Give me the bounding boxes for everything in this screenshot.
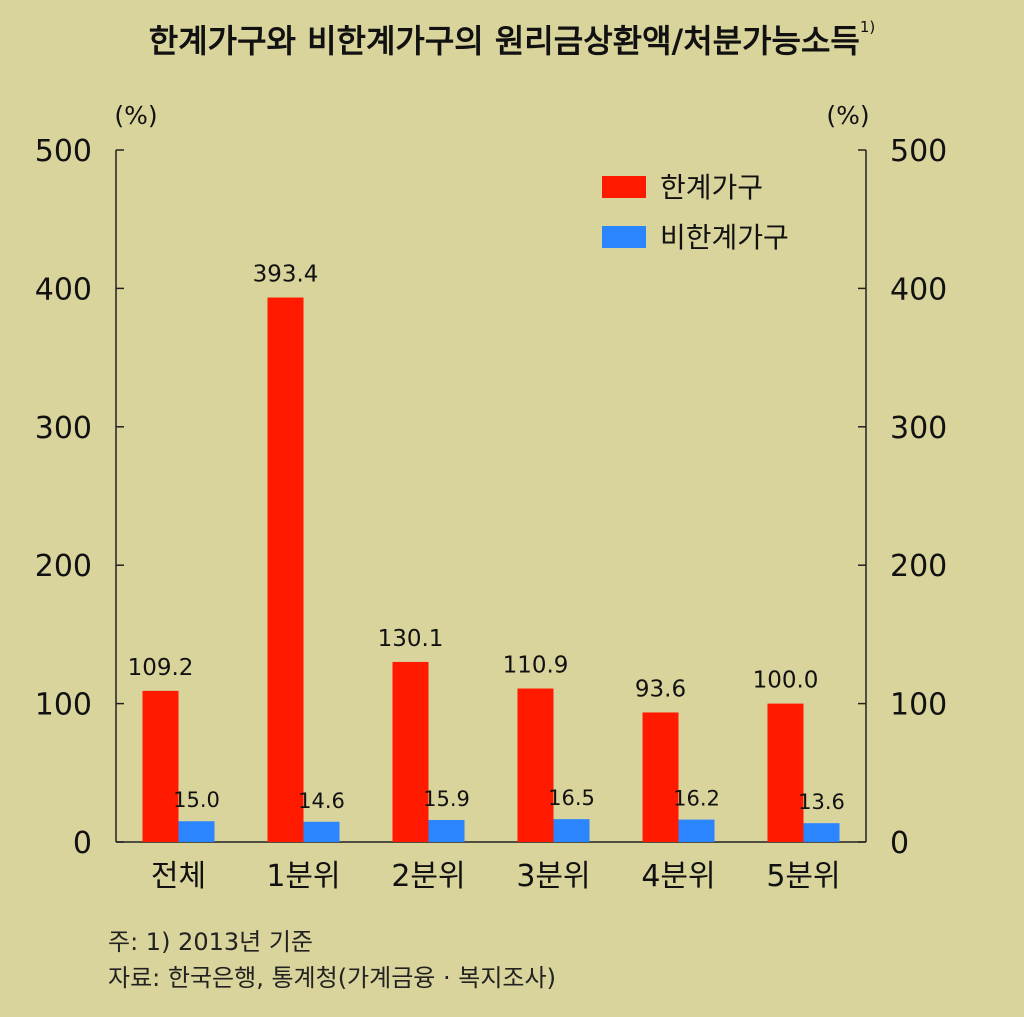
y-tick-label-left: 0 xyxy=(73,826,92,861)
data-label-non-marginal: 16.2 xyxy=(673,787,720,811)
x-tick-label: 3분위 xyxy=(516,859,590,894)
bar-non-marginal xyxy=(303,821,340,842)
x-tick-label: 1분위 xyxy=(266,859,340,894)
data-label-non-marginal: 14.6 xyxy=(298,789,345,813)
y-axis-unit-left: (%) xyxy=(114,101,157,130)
bar-marginal xyxy=(517,688,554,842)
chart-title-text: 한계가구와 비한계가구의 원리금상환액/처분가능소득 xyxy=(148,22,860,60)
legend-label-marginal: 한계가구 xyxy=(660,171,763,204)
y-tick-label-right: 100 xyxy=(890,688,947,723)
data-label-marginal: 109.2 xyxy=(128,655,194,681)
bar-non-marginal xyxy=(803,823,840,842)
bar-non-marginal xyxy=(678,819,715,842)
bar-non-marginal xyxy=(178,821,215,842)
y-axis-unit-right: (%) xyxy=(826,101,869,130)
x-tick-label: 2분위 xyxy=(391,859,465,894)
y-tick-label-right: 300 xyxy=(890,411,947,446)
title-footnote-mark: 1) xyxy=(859,18,876,36)
y-tick-label-right: 500 xyxy=(890,134,947,169)
chart-title: 한계가구와 비한계가구의 원리금상환액/처분가능소득1) xyxy=(0,16,1024,62)
y-tick-label-left: 500 xyxy=(35,134,92,169)
footnote: 주: 1) 2013년 기준 xyxy=(108,928,314,956)
x-tick-label: 5분위 xyxy=(766,859,840,894)
y-tick-label-left: 100 xyxy=(35,688,92,723)
data-label-marginal: 100.0 xyxy=(753,668,819,694)
y-tick-label-left: 300 xyxy=(35,411,92,446)
data-label-non-marginal: 16.5 xyxy=(548,786,595,810)
data-label-marginal: 110.9 xyxy=(503,653,569,679)
bar-marginal xyxy=(767,703,804,842)
legend-swatch-marginal xyxy=(602,176,646,198)
data-label-marginal: 93.6 xyxy=(635,676,686,702)
data-label-marginal: 393.4 xyxy=(253,262,319,288)
source-note: 자료: 한국은행, 통계청(가계금융 · 복지조사) xyxy=(108,964,556,992)
bar-non-marginal xyxy=(553,819,590,842)
legend-label-non-marginal: 비한계가구 xyxy=(660,221,789,254)
data-label-non-marginal: 15.0 xyxy=(173,788,220,812)
data-label-non-marginal: 13.6 xyxy=(798,790,845,814)
x-tick-label: 4분위 xyxy=(641,859,715,894)
legend-swatch-non-marginal xyxy=(602,226,646,248)
y-tick-label-right: 0 xyxy=(890,826,909,861)
bar-marginal xyxy=(142,690,179,842)
bar-non-marginal xyxy=(428,819,465,842)
data-label-marginal: 130.1 xyxy=(378,626,444,652)
data-label-non-marginal: 15.9 xyxy=(423,787,470,811)
bar-marginal xyxy=(392,661,429,842)
x-tick-label: 전체 xyxy=(151,859,206,894)
bar-marginal xyxy=(267,297,304,842)
bar-marginal xyxy=(642,712,679,842)
y-tick-label-left: 400 xyxy=(35,272,92,307)
y-tick-label-right: 400 xyxy=(890,272,947,307)
y-tick-label-left: 200 xyxy=(35,549,92,584)
y-tick-label-right: 200 xyxy=(890,549,947,584)
